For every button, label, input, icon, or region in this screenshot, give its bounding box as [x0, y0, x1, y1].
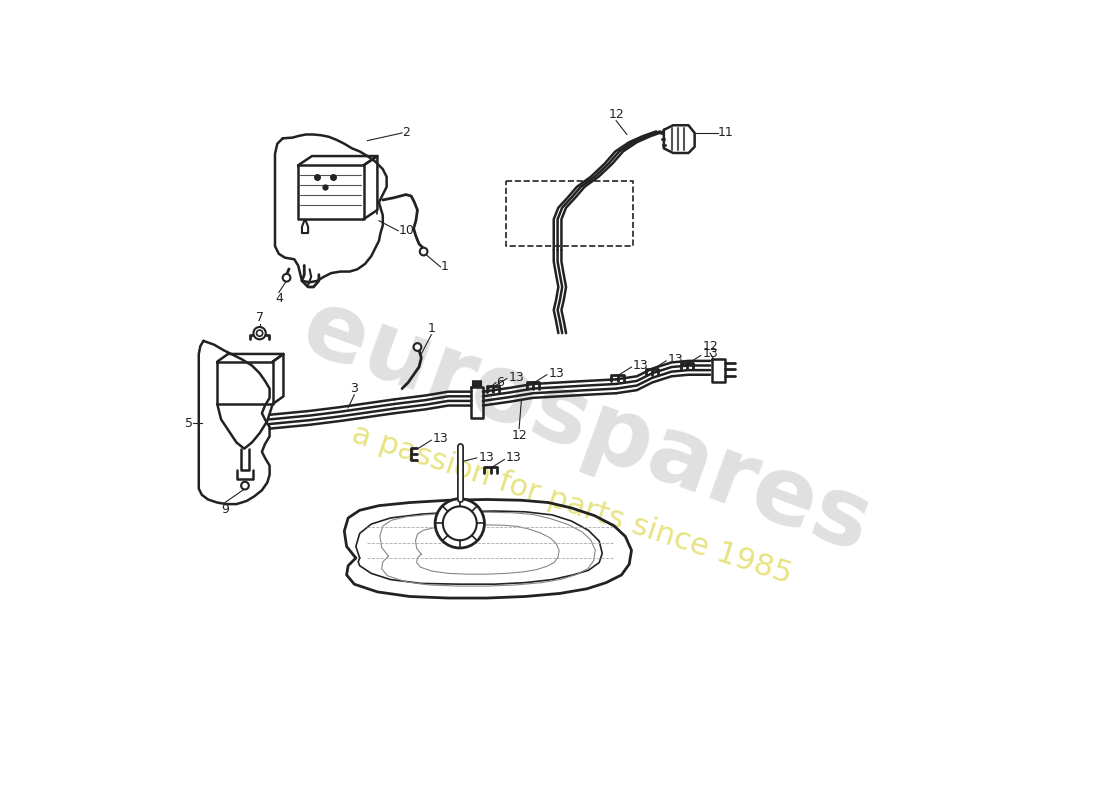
- Text: 13: 13: [668, 353, 683, 366]
- Text: 12: 12: [702, 340, 718, 353]
- Text: 1: 1: [440, 261, 449, 274]
- Text: 11: 11: [717, 126, 734, 139]
- Text: 13: 13: [703, 347, 718, 361]
- Text: 2: 2: [403, 126, 410, 139]
- Text: 13: 13: [548, 366, 564, 380]
- Circle shape: [253, 327, 266, 339]
- Text: 5: 5: [185, 417, 192, 430]
- Text: 4: 4: [275, 292, 283, 306]
- Circle shape: [436, 498, 484, 548]
- Text: 12: 12: [512, 429, 527, 442]
- Text: eurospares: eurospares: [290, 282, 883, 573]
- Text: 13: 13: [433, 432, 449, 445]
- Circle shape: [241, 482, 249, 490]
- Circle shape: [420, 248, 428, 255]
- Text: 9: 9: [221, 502, 229, 515]
- Text: 1: 1: [428, 322, 436, 334]
- Text: 10: 10: [398, 224, 414, 238]
- Text: 7: 7: [255, 311, 264, 324]
- Circle shape: [414, 343, 421, 351]
- Text: 13: 13: [508, 370, 524, 383]
- Text: 13: 13: [506, 451, 521, 464]
- Text: 13: 13: [478, 450, 494, 464]
- Circle shape: [283, 274, 290, 282]
- Text: 6: 6: [496, 376, 504, 389]
- Circle shape: [256, 330, 263, 336]
- Text: 3: 3: [351, 382, 359, 394]
- Text: 13: 13: [634, 359, 649, 372]
- Text: a passion for parts since 1985: a passion for parts since 1985: [348, 419, 795, 589]
- Circle shape: [443, 506, 476, 540]
- Text: 12: 12: [608, 108, 624, 121]
